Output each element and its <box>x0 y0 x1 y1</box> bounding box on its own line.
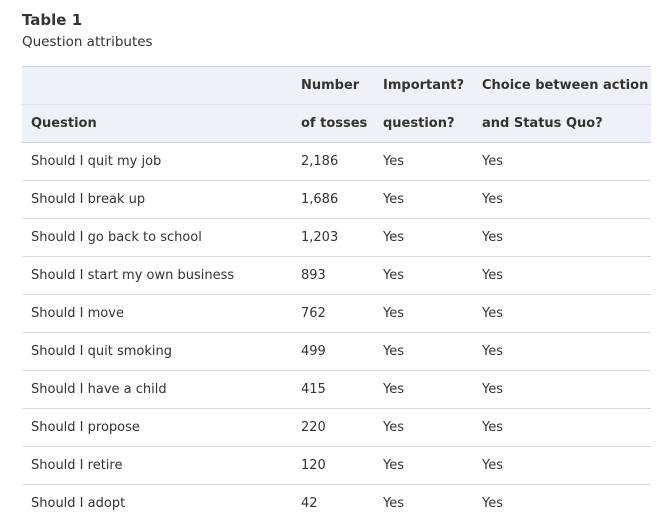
cell-important: Yes <box>374 446 473 485</box>
cell-choice: Yes <box>473 408 651 447</box>
cell-choice: Yes <box>473 256 651 295</box>
cell-question: Should I go back to school <box>22 218 292 257</box>
cell-question: Should I quit my job <box>22 142 292 181</box>
table-row: Should I quit smoking 499 Yes Yes <box>22 332 651 371</box>
cell-choice: Yes <box>473 218 651 257</box>
header-important-top: Important? <box>374 66 473 105</box>
header-question: Question <box>22 104 292 143</box>
table-row: Should I retire 120 Yes Yes <box>22 446 651 485</box>
cell-tosses: 2,186 <box>292 142 374 181</box>
cell-question: Should I adopt <box>31 496 126 511</box>
header-row-bottom: Question of tosses question? and Status … <box>22 104 651 143</box>
cell-choice: Yes <box>473 180 651 219</box>
cell-choice: Yes <box>473 142 651 181</box>
cell-tosses: 42 <box>301 496 318 511</box>
table-body: Should I quit my job 2,186 Yes Yes Shoul… <box>22 142 651 522</box>
cell-important: Yes <box>374 408 473 447</box>
cell-important: Yes <box>374 142 473 181</box>
table-row: Should I start my own business 893 Yes Y… <box>22 256 651 295</box>
cell-choice: Yes <box>482 496 503 511</box>
cell-important: Yes <box>374 294 473 333</box>
cell-tosses: 415 <box>292 370 374 409</box>
table-row: Should I adopt 42 Yes Yes <box>22 485 651 522</box>
question-attributes-table: Number Important? Choice between action … <box>22 66 651 522</box>
table-caption: Table 1 Question attributes <box>22 10 153 54</box>
table-label: Table 1 <box>22 11 83 29</box>
cell-question: Should I propose <box>22 408 292 447</box>
cell-important: Yes <box>374 218 473 257</box>
header-tosses-top: Number <box>292 66 374 105</box>
cell-important: Yes <box>383 496 404 511</box>
header-tosses-bottom: of tosses <box>292 104 374 143</box>
cell-tosses: 1,203 <box>292 218 374 257</box>
cell-important: Yes <box>374 180 473 219</box>
cell-important: Yes <box>374 370 473 409</box>
cell-important: Yes <box>374 256 473 295</box>
header-important-bottom: question? <box>374 104 473 143</box>
header-question-top <box>22 66 292 105</box>
table-header: Number Important? Choice between action … <box>22 66 651 143</box>
header-choice-top: Choice between action <box>473 66 651 105</box>
cell-tosses: 762 <box>292 294 374 333</box>
cell-question: Should I move <box>22 294 292 333</box>
cell-choice: Yes <box>473 370 651 409</box>
table-row: Should I propose 220 Yes Yes <box>22 408 651 447</box>
cell-tosses: 499 <box>292 332 374 371</box>
cell-question: Should I retire <box>22 446 292 485</box>
cell-tosses: 120 <box>292 446 374 485</box>
cell-tosses: 893 <box>292 256 374 295</box>
header-row-top: Number Important? Choice between action <box>22 66 651 105</box>
table-row: Should I go back to school 1,203 Yes Yes <box>22 218 651 257</box>
header-choice-bottom: and Status Quo? <box>473 104 651 143</box>
cell-tosses: 1,686 <box>292 180 374 219</box>
cell-question: Should I start my own business <box>22 256 292 295</box>
cell-question: Should I quit smoking <box>22 332 292 371</box>
cell-choice: Yes <box>473 294 651 333</box>
table-row: Should I have a child 415 Yes Yes <box>22 370 651 409</box>
cell-choice: Yes <box>473 332 651 371</box>
cell-tosses: 220 <box>292 408 374 447</box>
table-row: Should I break up 1,686 Yes Yes <box>22 180 651 219</box>
table-title: Question attributes <box>22 34 153 50</box>
cell-question: Should I have a child <box>22 370 292 409</box>
cell-question: Should I break up <box>22 180 292 219</box>
cell-choice: Yes <box>473 446 651 485</box>
table-row: Should I quit my job 2,186 Yes Yes <box>22 142 651 181</box>
table-row: Should I move 762 Yes Yes <box>22 294 651 333</box>
cell-important: Yes <box>374 332 473 371</box>
